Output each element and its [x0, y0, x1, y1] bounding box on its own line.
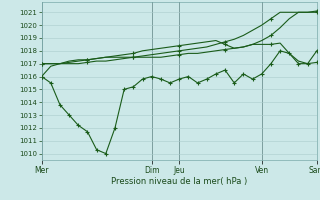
- X-axis label: Pression niveau de la mer( hPa ): Pression niveau de la mer( hPa ): [111, 177, 247, 186]
